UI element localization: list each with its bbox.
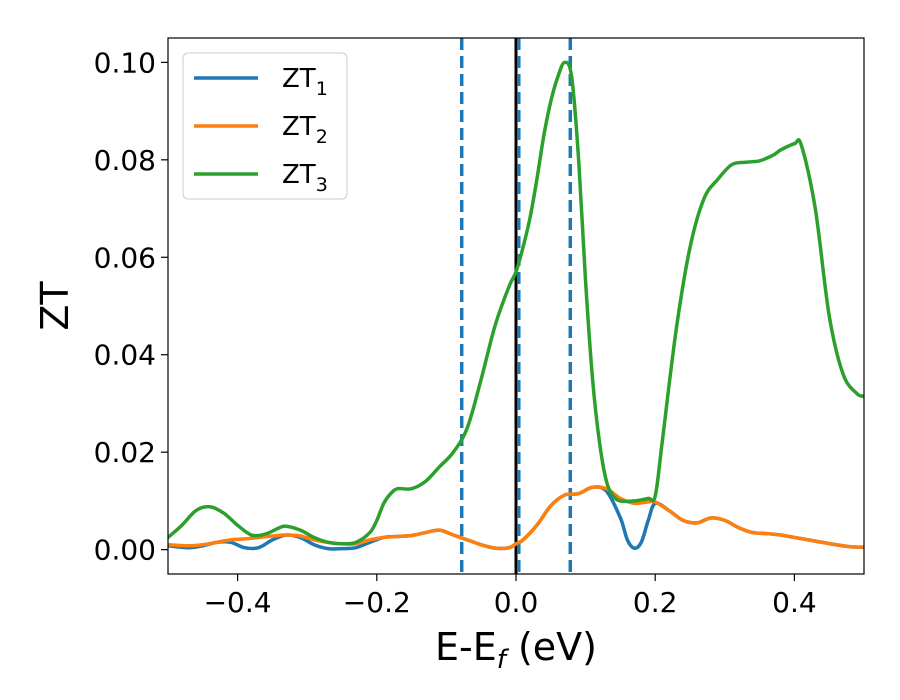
y-tick-label: 0.08 bbox=[94, 144, 156, 177]
legend-label-sub: 2 bbox=[316, 126, 328, 148]
series-line-zt2 bbox=[168, 485, 864, 551]
series-line-zt3 bbox=[168, 60, 864, 546]
y-tick-label: 0.04 bbox=[94, 339, 156, 372]
legend-label-zt3: ZT3 bbox=[282, 160, 328, 196]
legend-label-sub: 3 bbox=[316, 174, 328, 196]
y-tick-label: 0.10 bbox=[94, 46, 156, 79]
x-tick-label: −0.2 bbox=[343, 586, 411, 619]
x-axis-label-main: E-E bbox=[435, 625, 497, 669]
x-axis-label: E-Ef (eV) bbox=[435, 625, 597, 675]
legend-label-main: ZT bbox=[282, 160, 316, 190]
series-lines bbox=[168, 60, 864, 551]
y-axis: 0.00 0.02 0.04 0.06 0.08 0.10 bbox=[94, 46, 168, 567]
legend-label-sub: 1 bbox=[316, 78, 328, 100]
x-tick-label: 0.4 bbox=[772, 586, 817, 619]
y-tick-label: 0.00 bbox=[94, 534, 156, 567]
x-axis: −0.4 −0.2 0.0 0.2 0.4 bbox=[204, 574, 817, 619]
x-tick-label: −0.4 bbox=[204, 586, 272, 619]
x-tick-label: 0.2 bbox=[633, 586, 678, 619]
legend-label-zt2: ZT2 bbox=[282, 112, 328, 148]
y-axis-label: ZT bbox=[33, 281, 77, 331]
x-tick-label: 0.0 bbox=[494, 586, 539, 619]
legend-label-main: ZT bbox=[282, 64, 316, 94]
y-tick-label: 0.02 bbox=[94, 436, 156, 469]
legend-label-main: ZT bbox=[282, 112, 316, 142]
x-axis-label-unit: (eV) bbox=[506, 625, 597, 669]
y-tick-label: 0.06 bbox=[94, 241, 156, 274]
legend-frame bbox=[182, 52, 348, 200]
reference-lines bbox=[459, 38, 573, 574]
legend-label-zt1: ZT1 bbox=[282, 64, 328, 100]
